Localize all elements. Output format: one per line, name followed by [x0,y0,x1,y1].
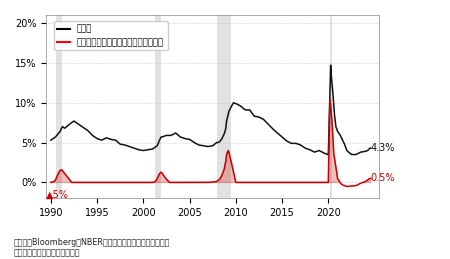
Legend: 失業率, 景気後退判断指標（サーム・ルール）: 失業率, 景気後退判断指標（サーム・ルール） [54,21,168,50]
Text: （出所）Bloomberg、NBER（全米経済研究所）　　（年）: （出所）Bloomberg、NBER（全米経済研究所） （年） [14,238,170,247]
Text: 4.3%: 4.3% [370,143,395,153]
Bar [216,15,231,198]
Bar [330,15,332,198]
Text: （注）網掛け部分は景気後退期: （注）網掛け部分は景気後退期 [14,249,80,258]
Text: ▲5%: ▲5% [46,190,69,200]
Text: 0.5%: 0.5% [370,174,395,183]
Bar [155,15,161,198]
Bar [56,15,63,198]
